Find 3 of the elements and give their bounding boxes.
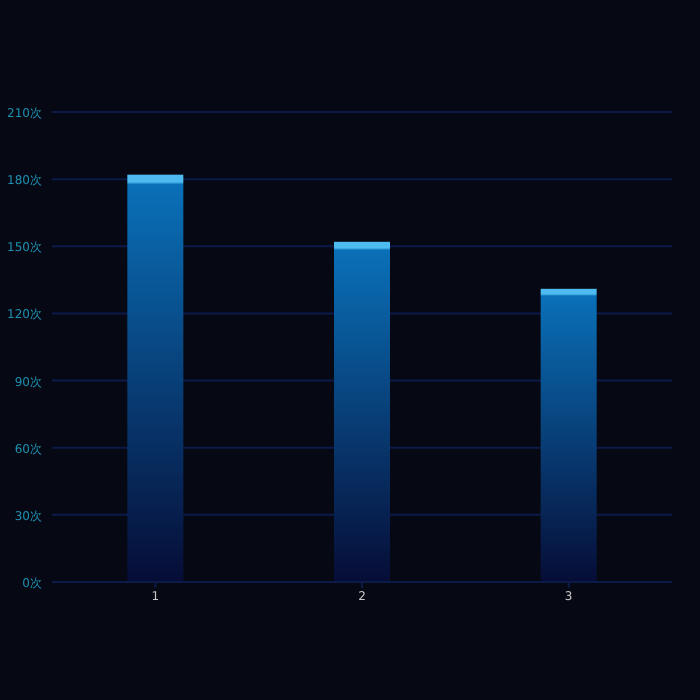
bar (127, 174, 184, 582)
bar (540, 288, 597, 582)
bar (334, 241, 390, 582)
